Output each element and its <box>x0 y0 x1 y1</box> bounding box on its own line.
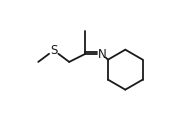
Text: N: N <box>98 48 106 61</box>
Text: S: S <box>50 44 57 57</box>
